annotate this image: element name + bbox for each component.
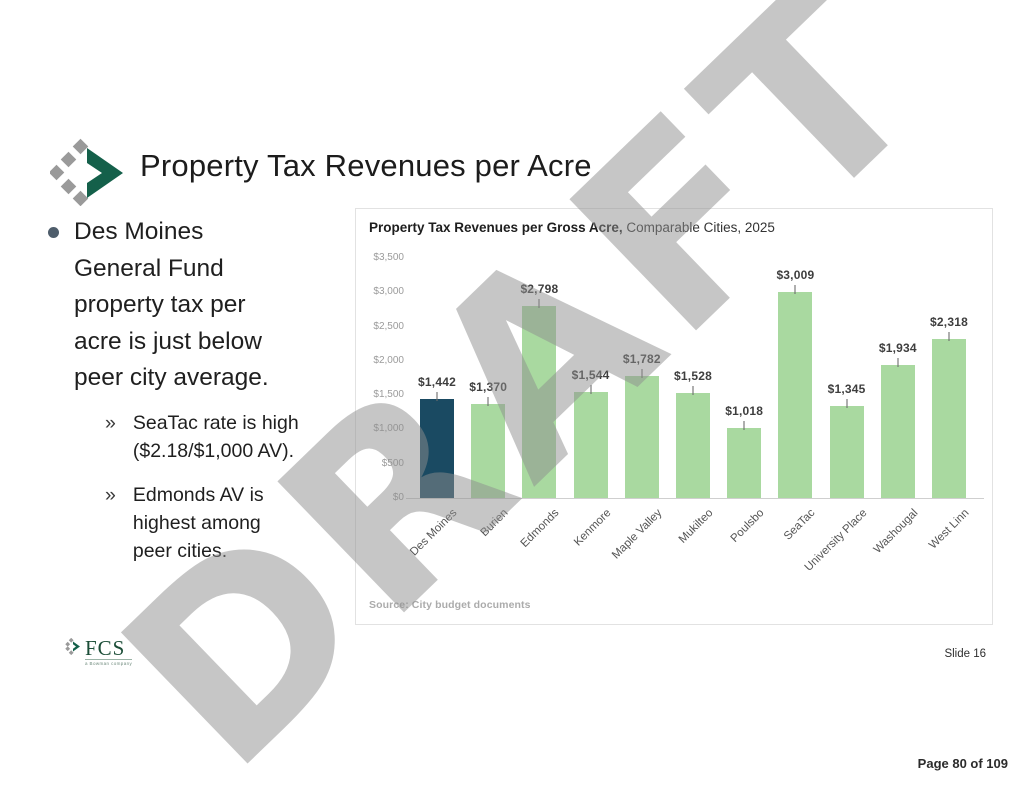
sub-bullet-edmonds: » Edmonds AV is highest among peer citie… [105, 481, 358, 565]
chart-title-bold: Property Tax Revenues per Gross Acre, [369, 220, 623, 235]
bar-whisker [640, 369, 643, 378]
sub-bullet-seatac: » SeaTac rate is high ($2.18/$1,000 AV). [105, 409, 358, 465]
page-number: Page 80 of 109 [917, 756, 1008, 771]
bar-mukilteo [676, 393, 710, 498]
x-axis-baseline [406, 498, 984, 499]
y-axis-tick-label: $1,000 [373, 423, 404, 435]
bar-whisker [794, 285, 797, 294]
bar-poulsbo [727, 428, 762, 498]
x-axis-category-label: University Place [802, 507, 870, 574]
bar-maple-valley [624, 376, 659, 498]
bar-whisker [487, 397, 490, 406]
y-axis-tick-label: $3,000 [373, 286, 404, 298]
x-axis-category-label: Maple Valley [609, 507, 665, 562]
main-bullet-text: Des Moines General Fund property tax per… [74, 218, 269, 391]
bar-value-label: $2,318 [930, 315, 968, 329]
bar-whisker [436, 392, 438, 401]
sub-bullet-marker-icon: » [105, 483, 116, 506]
bar-seatac [778, 292, 813, 498]
chart-title: Property Tax Revenues per Gross Acre, Co… [369, 220, 775, 235]
bar-washougal [880, 365, 915, 498]
bar-value-label: $3,009 [776, 268, 815, 282]
page-title: Property Tax Revenues per Acre [140, 148, 592, 183]
x-axis-category-label: Poulsbo [728, 507, 767, 545]
x-axis-category-label: Edmonds [519, 507, 562, 550]
x-axis-category-label: Des Moines [408, 507, 460, 559]
x-axis-category-label: Washougal [871, 507, 921, 556]
bar-value-label: $1,528 [674, 369, 712, 383]
fcs-logo: FCS a Bowman company [64, 636, 133, 666]
bar-des-moines [420, 399, 454, 498]
bar-chart: Property Tax Revenues per Gross Acre, Co… [355, 208, 993, 625]
main-bullet: Des Moines General Fund property tax per… [48, 214, 358, 397]
bar-edmonds [522, 306, 557, 498]
bar-whisker [589, 385, 592, 394]
y-axis-tick-label: $2,500 [373, 320, 404, 332]
y-axis-tick-label: $3,500 [373, 252, 404, 263]
x-axis-category-label: West Linn [926, 507, 972, 552]
bullet-dot-icon [48, 227, 59, 238]
bar-west-linn [932, 339, 966, 498]
green-chevron-icon [87, 148, 123, 198]
x-axis-category-label: Mukilteo [676, 507, 716, 546]
diamond-chevron-logo [50, 138, 123, 206]
x-axis-category-label: Kenmore [571, 507, 614, 549]
bar-value-label: $1,370 [469, 380, 508, 394]
bar-whisker [538, 299, 541, 308]
fcs-diamond-icon [65, 638, 80, 655]
bar-whisker [692, 386, 694, 395]
fcs-logo-tagline: a Bowman company [85, 659, 133, 666]
y-axis-tick-label: $0 [392, 492, 404, 503]
bar-value-label: $1,442 [418, 375, 456, 389]
bar-value-label: $1,345 [827, 382, 866, 396]
chart-title-suffix: Comparable Cities, 2025 [622, 220, 775, 235]
slide-number: Slide 16 [944, 648, 986, 660]
y-axis-tick-label: $1,500 [373, 389, 404, 401]
y-axis-tick-label: $2,000 [373, 354, 404, 366]
bar-whisker [845, 399, 848, 408]
chart-source: Source: City budget documents [369, 599, 531, 611]
bar-value-label: $2,798 [520, 282, 559, 296]
bar-whisker [896, 358, 899, 367]
x-axis-category-label: SeaTac [782, 507, 818, 543]
bullet-list: Des Moines General Fund property tax per… [48, 214, 358, 565]
x-axis-category-label: Burien [478, 507, 511, 539]
bar-kenmore [573, 392, 608, 498]
bar-value-label: $1,544 [571, 368, 610, 382]
bar-whisker [743, 421, 746, 430]
sub-bullet-text: Edmonds AV is highest among peer cities. [132, 483, 264, 562]
sub-bullet-text: SeaTac rate is high ($2.18/$1,000 AV). [132, 411, 299, 462]
bar-value-label: $1,018 [725, 404, 764, 418]
bar-whisker [948, 332, 950, 341]
bar-value-label: $1,934 [878, 341, 917, 355]
y-axis-tick-label: $500 [381, 457, 404, 469]
bar-university-place [829, 406, 864, 498]
fcs-logo-text: FCS [85, 636, 126, 660]
bar-value-label: $1,782 [622, 352, 661, 366]
bar-burien [471, 404, 506, 498]
sub-bullet-marker-icon: » [105, 411, 116, 434]
